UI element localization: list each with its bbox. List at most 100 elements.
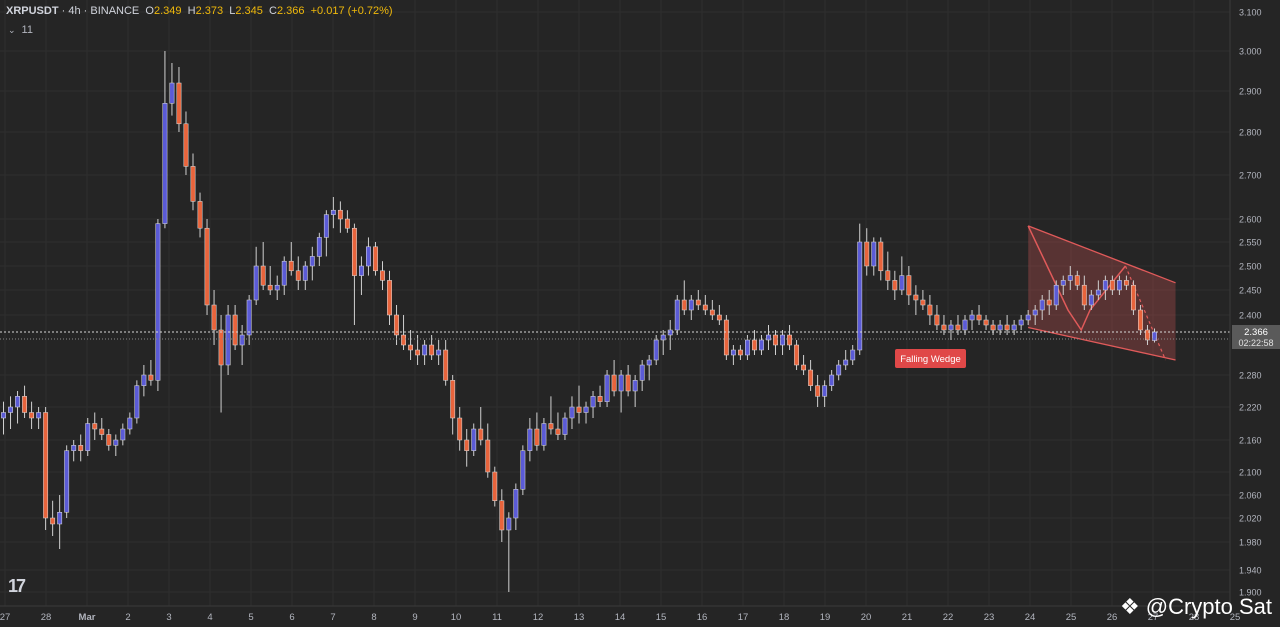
wedge-lower-trendline[interactable]: [1028, 326, 1176, 361]
chevron-down-icon[interactable]: ⌄: [8, 25, 16, 35]
candle: [288, 242, 294, 276]
candle: [330, 197, 336, 229]
candle: [1067, 266, 1073, 290]
time-tick-label: 25: [1066, 612, 1077, 623]
candle-body: [1074, 275, 1080, 286]
candle-body: [660, 334, 666, 341]
change-value: +0.017 (+0.72%): [310, 5, 393, 17]
low-value: 2.345: [235, 5, 263, 17]
symbol-name[interactable]: XRPUSDT: [6, 5, 59, 17]
price-tick-label: 2.020: [1239, 514, 1262, 524]
price-tick-label: 2.500: [1239, 262, 1262, 272]
candle-body: [1145, 329, 1150, 341]
candle-body: [1116, 280, 1122, 291]
candle-body: [766, 334, 771, 341]
candle: [653, 335, 659, 365]
candle: [450, 375, 456, 435]
candle-body: [309, 256, 315, 267]
candle-body: [836, 364, 842, 376]
candle: [857, 223, 863, 355]
candle: [246, 295, 252, 345]
candle: [1018, 315, 1024, 330]
candle: [1131, 280, 1136, 315]
candle-body: [422, 344, 428, 356]
candle: [604, 370, 610, 407]
time-tick-label: 22: [943, 612, 954, 623]
candle-body: [604, 374, 610, 402]
candle-body: [499, 500, 505, 531]
candle-body: [1032, 309, 1038, 316]
candle-body: [688, 299, 694, 311]
candle: [885, 251, 891, 290]
candle: [562, 412, 568, 440]
candle-body: [1152, 331, 1157, 341]
time-tick-label: 9: [412, 612, 417, 623]
candle: [864, 228, 870, 276]
candle: [274, 275, 280, 300]
candle: [1138, 305, 1143, 335]
candle-body: [169, 82, 175, 104]
time-axis[interactable]: [0, 606, 1280, 627]
price-tick-label: 2.800: [1239, 128, 1262, 138]
candle: [892, 270, 898, 300]
candle: [576, 385, 582, 424]
time-tick-label: 15: [656, 612, 667, 623]
candle-body: [808, 369, 814, 386]
candle-body: [99, 428, 105, 435]
candle: [597, 385, 603, 407]
candle: [29, 401, 35, 429]
candle: [64, 445, 70, 518]
candle-body: [534, 428, 540, 446]
falling-wedge-label[interactable]: Falling Wedge: [895, 349, 966, 368]
candle: [660, 330, 666, 355]
candle: [387, 270, 392, 325]
candle-body: [1123, 280, 1129, 286]
candle-body: [759, 339, 764, 351]
candle-body: [527, 428, 533, 451]
candle-body: [520, 450, 526, 490]
candle: [267, 266, 273, 295]
candle-body: [555, 428, 561, 435]
candle-body: [1088, 294, 1094, 306]
candle: [155, 219, 161, 391]
candle-body: [197, 201, 203, 229]
candle: [485, 423, 491, 478]
high-value: 2.373: [195, 5, 224, 17]
candle-body: [892, 280, 898, 291]
price-axis[interactable]: [1230, 0, 1280, 606]
candle-body: [225, 314, 231, 366]
candle-body: [681, 299, 687, 311]
indicators-toggle[interactable]: ⌄ 11: [8, 24, 33, 36]
candle-body: [8, 406, 13, 413]
candle: [408, 330, 413, 360]
tradingview-logo-icon[interactable]: 17: [8, 576, 26, 596]
price-tick-label: 2.060: [1239, 491, 1262, 501]
candle: [815, 375, 821, 407]
candle: [22, 385, 27, 418]
candle-body: [871, 241, 877, 267]
candle: [639, 360, 645, 391]
candle-body: [850, 349, 856, 361]
candle: [723, 315, 729, 360]
candle-body: [913, 294, 919, 301]
time-tick-label: 12: [533, 612, 544, 623]
time-tick-label: 14: [615, 612, 626, 623]
current-price-value: 2.366: [1244, 327, 1268, 338]
wedge-upper-trendline[interactable]: [1027, 225, 1176, 284]
candle-body: [843, 359, 849, 366]
candle: [1145, 325, 1150, 345]
interval[interactable]: 4h: [68, 5, 81, 17]
symbol-header[interactable]: XRPUSDT · 4h · BINANCE O2.349 H2.373 L2.…: [6, 5, 393, 17]
candle-body: [745, 339, 750, 356]
candle-body: [548, 423, 554, 430]
candle-body: [590, 396, 596, 408]
candle: [1074, 270, 1080, 290]
candle: [43, 407, 49, 530]
candle: [899, 256, 905, 295]
candle-body: [646, 359, 652, 366]
candle-body: [639, 364, 645, 381]
candle: [218, 315, 224, 413]
time-tick-label: 28: [1189, 612, 1200, 623]
candle: [906, 266, 912, 305]
